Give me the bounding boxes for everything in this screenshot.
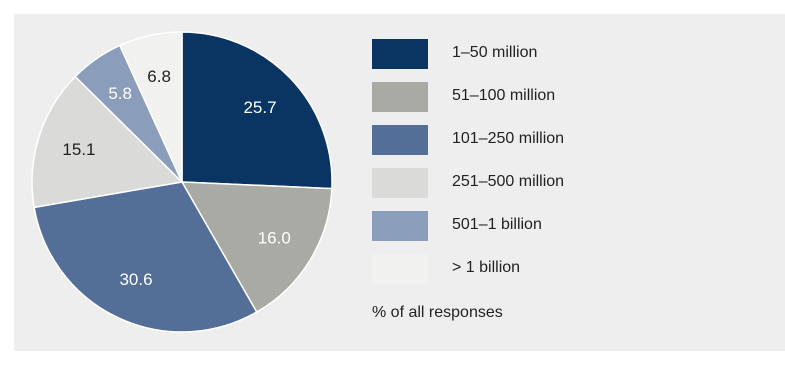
legend-item-4: 251–500 million: [372, 168, 632, 198]
chart-panel: 25.7 16.0 30.6 15.1 5.8 6.8 1–50 million 51–1…: [14, 14, 785, 351]
slice-value-label: 25.7: [243, 98, 276, 117]
slice-value-label: 5.8: [108, 84, 132, 103]
legend-label: 501–1 billion: [452, 216, 542, 233]
slice-value-label: 16.0: [258, 229, 291, 248]
legend-swatch: [372, 125, 428, 155]
legend-swatch: [372, 168, 428, 198]
legend-item-1: 1–50 million: [372, 39, 632, 69]
pie-slice: [31, 75, 184, 209]
legend-swatch: [372, 211, 428, 241]
legend-label: 101–250 million: [452, 130, 565, 147]
legend-label: > 1 billion: [452, 259, 521, 276]
legend-label: 51–100 million: [452, 87, 556, 104]
legend-swatch: [372, 39, 428, 69]
slice-value-label: 30.6: [119, 270, 152, 289]
legend-swatch: [372, 82, 428, 112]
slice-value-label: 6.8: [147, 67, 171, 86]
slice-value-label: 15.1: [62, 140, 95, 159]
legend-item-6: > 1 billion: [372, 254, 632, 284]
legend-item-2: 51–100 million: [372, 82, 632, 112]
legend-label: 1–50 million: [452, 44, 538, 61]
legend-item-5: 501–1 billion: [372, 211, 632, 241]
pie-slice: [118, 31, 183, 183]
legend-swatch: [372, 254, 428, 284]
pie-slice: [180, 181, 333, 314]
pie-slice: [33, 181, 258, 333]
pie-slice: [181, 31, 333, 190]
legend-item-3: 101–250 million: [372, 125, 632, 155]
legend-label: 251–500 million: [452, 173, 565, 190]
pie-chart: 25.7 16.0 30.6 15.1 5.8 6.8: [31, 31, 333, 333]
chart-note: % of all responses: [372, 304, 503, 321]
